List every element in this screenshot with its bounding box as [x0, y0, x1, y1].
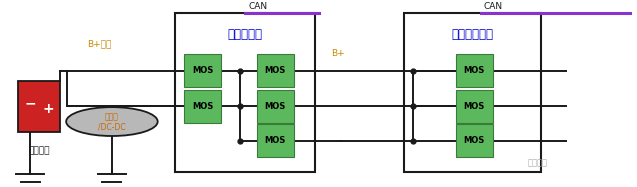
- Text: MOS: MOS: [464, 66, 485, 75]
- FancyBboxPatch shape: [456, 124, 492, 157]
- Text: 发电机
/DC-DC: 发电机 /DC-DC: [98, 112, 125, 131]
- FancyBboxPatch shape: [456, 54, 492, 87]
- FancyBboxPatch shape: [456, 90, 492, 122]
- Text: −: −: [24, 96, 36, 111]
- FancyBboxPatch shape: [184, 90, 221, 122]
- Bar: [18, 81, 60, 132]
- Text: 铅酸电池: 铅酸电池: [29, 146, 50, 155]
- FancyBboxPatch shape: [257, 124, 294, 157]
- Text: MOS: MOS: [192, 102, 213, 111]
- Text: 九章智驾: 九章智驾: [528, 158, 548, 167]
- Text: MOS: MOS: [464, 136, 485, 145]
- Text: MOS: MOS: [464, 102, 485, 111]
- Text: MOS: MOS: [192, 66, 213, 75]
- FancyBboxPatch shape: [257, 90, 294, 122]
- Text: B+: B+: [331, 49, 345, 58]
- Text: 驾驶室配电盒: 驾驶室配电盒: [452, 28, 494, 41]
- FancyBboxPatch shape: [184, 54, 221, 87]
- FancyBboxPatch shape: [257, 54, 294, 87]
- Ellipse shape: [66, 107, 158, 136]
- Text: MOS: MOS: [264, 66, 286, 75]
- Bar: [175, 13, 315, 172]
- Text: 底盘配电盒: 底盘配电盒: [228, 28, 263, 41]
- Bar: [404, 13, 541, 172]
- Text: MOS: MOS: [264, 136, 286, 145]
- Text: CAN: CAN: [483, 2, 503, 11]
- Text: CAN: CAN: [248, 2, 268, 11]
- Text: MOS: MOS: [264, 102, 286, 111]
- Text: +: +: [43, 102, 54, 116]
- Text: B+输入: B+输入: [87, 40, 111, 49]
